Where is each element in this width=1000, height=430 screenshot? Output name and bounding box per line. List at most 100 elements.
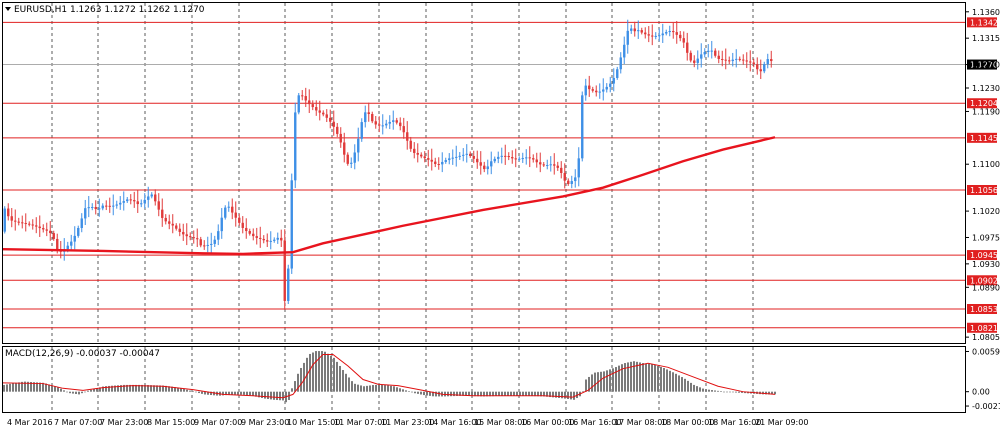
macd-bar — [468, 391, 470, 396]
candle-body — [640, 30, 643, 33]
candle-body — [332, 121, 335, 127]
candle-body — [273, 239, 276, 241]
y-tick-label: 1.1190 — [972, 107, 1000, 116]
candle-body — [164, 217, 167, 222]
y-tick-label: 1.1020 — [972, 207, 1000, 216]
candle-body — [28, 223, 31, 225]
macd-bar — [723, 391, 725, 393]
candle-body — [763, 64, 766, 72]
candle-body — [542, 164, 545, 166]
macd-bar — [345, 373, 347, 392]
macd-bar — [636, 361, 638, 392]
candle-body — [42, 228, 45, 230]
macd-bar — [303, 362, 305, 392]
macd-bar — [249, 391, 251, 396]
candle-body — [374, 121, 377, 125]
macd-bar — [123, 384, 125, 392]
candle-body — [455, 156, 458, 158]
candle-body — [511, 157, 514, 159]
candle-body — [252, 233, 255, 237]
macd-bar — [561, 391, 563, 399]
candle-body — [563, 173, 566, 181]
macd-bar — [501, 391, 503, 396]
macd-bar — [585, 379, 587, 392]
candle-body — [483, 165, 486, 170]
macd-bar — [525, 391, 527, 396]
x-tick-label: 4 Mar 2016 — [7, 418, 53, 427]
macd-bar — [390, 385, 392, 392]
macd-bar — [510, 391, 512, 396]
level-price-tag — [967, 275, 997, 286]
macd-bar — [456, 391, 458, 396]
level-price-tag — [967, 17, 997, 28]
candle-body — [115, 204, 118, 206]
candle-body — [560, 167, 563, 173]
macd-bar — [159, 385, 161, 392]
candle-body — [388, 121, 391, 124]
candle-body — [38, 226, 41, 229]
macd-bar — [519, 391, 521, 396]
macd-bar — [690, 382, 692, 392]
macd-bar — [39, 382, 41, 392]
candle-body — [280, 237, 283, 241]
macd-bar — [534, 391, 536, 397]
macd-bar — [240, 391, 242, 395]
candle-body — [196, 238, 199, 240]
macd-bar — [381, 384, 383, 392]
macd-bar — [321, 351, 323, 392]
macd-bar — [207, 391, 209, 395]
candle-body — [329, 117, 332, 122]
candle-body — [119, 202, 122, 205]
candle-body — [150, 194, 153, 197]
candle-body — [574, 177, 577, 182]
macd-bar — [246, 391, 248, 395]
candle-body — [745, 60, 748, 62]
x-tick-label: 17 Mar 08:00 — [614, 418, 667, 427]
macd-bar — [498, 391, 500, 396]
candle-body — [269, 240, 272, 242]
macd-bar — [96, 388, 98, 392]
candle-body — [493, 158, 496, 162]
candle-body — [154, 194, 157, 202]
candle-body — [602, 89, 605, 92]
candle-body — [392, 120, 395, 122]
macd-bar — [192, 391, 194, 393]
y-tick-label: 1.1315 — [972, 34, 1000, 43]
macd-bar — [225, 391, 227, 396]
macd-bar — [399, 388, 401, 392]
macd-bar — [645, 363, 647, 392]
level-price-tag — [967, 322, 997, 333]
macd-bar — [504, 391, 506, 396]
macd-bar — [393, 386, 395, 392]
macd-bar — [426, 391, 428, 396]
candle-body — [241, 222, 244, 228]
candle-body — [406, 132, 409, 141]
candle-body — [679, 34, 682, 39]
candle-body — [122, 201, 125, 203]
macd-bar — [357, 384, 359, 392]
macd-bar — [66, 391, 68, 393]
macd-bar — [678, 375, 680, 392]
macd-bar — [447, 391, 449, 397]
triangle-down-icon[interactable] — [5, 7, 11, 11]
level-price-label: 1.0945 — [970, 251, 998, 260]
candle-body — [297, 95, 300, 113]
candle-body — [192, 237, 195, 239]
x-tick-label: 11 Mar 23:00 — [381, 418, 434, 427]
level-price-tag — [967, 185, 997, 195]
candle-body — [105, 205, 108, 207]
candle-body — [91, 207, 94, 208]
macd-bar — [729, 391, 731, 393]
y-tick-label: 1.1360 — [972, 8, 1000, 17]
macd-bar — [315, 351, 317, 392]
candle-body — [549, 164, 552, 166]
moving-average-line — [2, 136, 776, 256]
candle-body — [479, 162, 482, 166]
macd-bar — [102, 386, 104, 392]
candle-body — [203, 245, 206, 247]
candle-body — [189, 236, 192, 238]
macd-bar — [150, 385, 152, 392]
candle-body — [514, 158, 517, 160]
